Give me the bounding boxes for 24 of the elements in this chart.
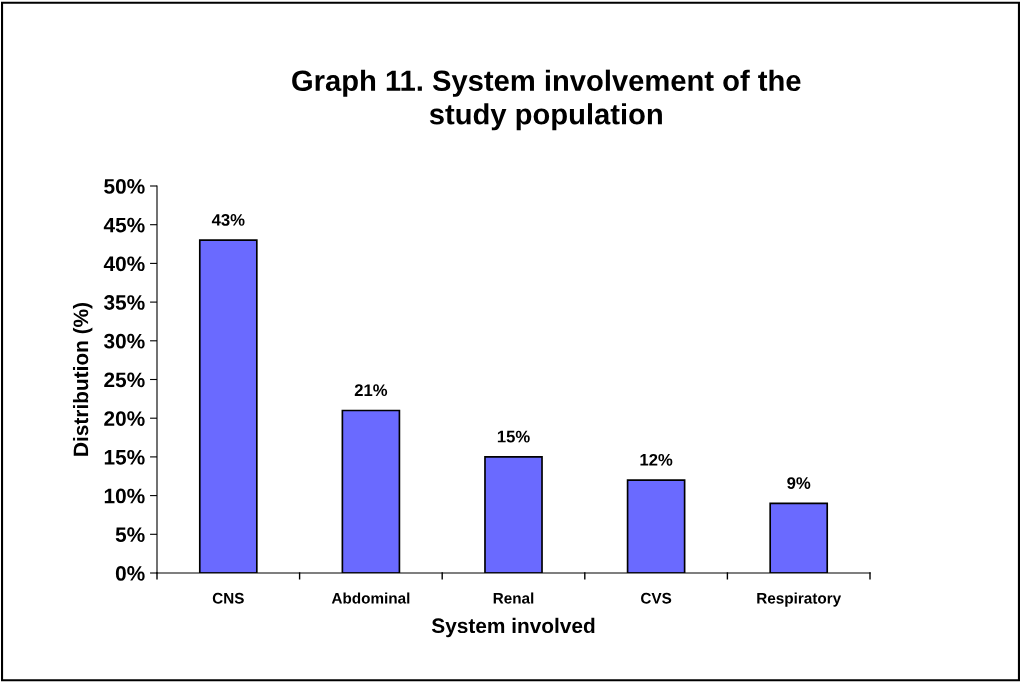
- y-axis-title: Distribution (%): [72, 303, 93, 456]
- y-tick-label: 25%: [104, 372, 145, 388]
- x-tick-label: Renal: [493, 592, 534, 604]
- y-tick-label: 20%: [104, 411, 145, 426]
- chart-title: Graph 11. System involvement of the study population: [292, 69, 801, 131]
- y-tick-label: 45%: [103, 217, 145, 233]
- data-label: 43%: [211, 213, 245, 226]
- data-label: 12%: [640, 453, 673, 466]
- y-tick-label: 50%: [104, 179, 145, 194]
- y-tick-label: 15%: [104, 449, 145, 465]
- y-tick-label: 30%: [103, 333, 145, 349]
- y-tick-label: 10%: [104, 488, 145, 504]
- x-tick-label: CVS: [641, 592, 672, 604]
- x-tick-label: Respiratory: [757, 592, 842, 607]
- data-label: 21%: [354, 384, 388, 397]
- y-tick-label: 5%: [115, 527, 145, 543]
- data-label: 15%: [497, 430, 530, 443]
- data-label: 9%: [787, 477, 811, 489]
- x-tick-label: Abdominal: [331, 592, 410, 604]
- y-tick-label: 0%: [115, 566, 145, 581]
- x-tick-label: CNS: [212, 592, 244, 604]
- y-tick-label: 40%: [103, 256, 145, 272]
- x-axis-title: System involved: [431, 617, 595, 638]
- y-tick-label: 35%: [103, 295, 145, 310]
